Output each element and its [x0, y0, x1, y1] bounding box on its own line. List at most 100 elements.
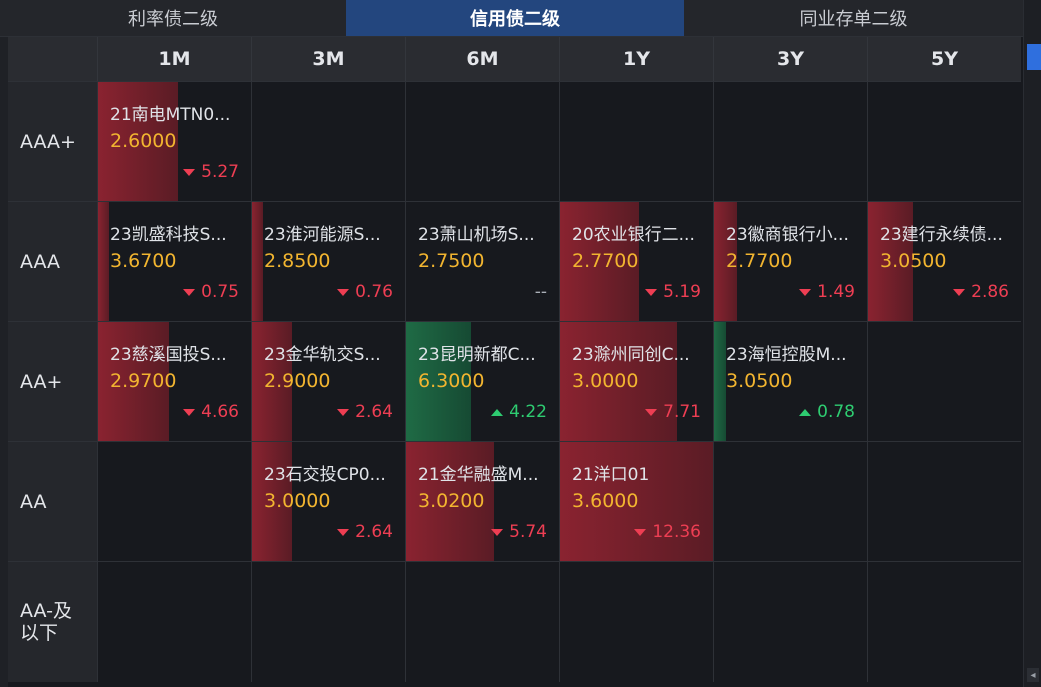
bond-rate: 3.0000: [264, 490, 331, 512]
change-value: --: [534, 282, 547, 302]
bond-rate: 2.7500: [418, 250, 485, 272]
tab-rate-bond-secondary[interactable]: 利率债二级: [128, 9, 218, 30]
bond-name: 23萧山机场S...: [418, 225, 535, 245]
bond-rate: 6.3000: [418, 370, 485, 392]
bond-cell: [867, 322, 1021, 442]
bond-cell[interactable]: 20农业银行二... 2.7700 5.19: [559, 202, 713, 322]
change-value: 2.86: [971, 282, 1009, 302]
bond-cell[interactable]: 23海恒控股M... 3.0500 0.78: [713, 322, 867, 442]
corner-cell: [8, 37, 97, 81]
bond-change: 2.64: [337, 402, 393, 422]
market-tabs: 利率债二级 信用债二级 同业存单二级: [0, 0, 1023, 37]
change-value: 0.76: [355, 282, 393, 302]
bond-name: 23建行永续债...: [880, 225, 1003, 245]
bond-cell: [867, 82, 1021, 202]
rating-row: AA-及以下: [8, 561, 1021, 682]
rating-label: AA-及以下: [8, 562, 97, 682]
bond-name: 23淮河能源S...: [264, 225, 381, 245]
bond-change: 2.86: [953, 282, 1009, 302]
left-edge: [0, 37, 8, 687]
bond-cell[interactable]: 23石交投CP0... 3.0000 2.64: [251, 442, 405, 562]
bond-cell: [713, 442, 867, 562]
bond-cell[interactable]: 21金华融盛M... 3.0200 5.74: [405, 442, 559, 562]
bond-cell[interactable]: 23凯盛科技S... 3.6700 0.75: [97, 202, 251, 322]
bond-name: 20农业银行二...: [572, 225, 695, 245]
tenor-3y: 3Y: [713, 37, 867, 81]
bond-cell[interactable]: 21南电MTN0... 2.6000 5.27: [97, 82, 251, 202]
triangle-down-icon: [491, 528, 504, 536]
tenor-6m: 6M: [405, 37, 559, 81]
bond-change: 0.76: [337, 282, 393, 302]
bond-rate: 3.6000: [572, 490, 639, 512]
triangle-down-icon: [337, 408, 350, 416]
change-value: 5.27: [201, 162, 239, 182]
rating-label: AAA+: [8, 82, 97, 202]
tab-ncd-secondary[interactable]: 同业存单二级: [799, 9, 908, 30]
bond-name: 21金华融盛M...: [418, 465, 539, 485]
bond-change: 5.27: [183, 162, 239, 182]
change-heat-bar: [98, 82, 179, 202]
bond-cell[interactable]: 23昆明新都C... 6.3000 4.22: [405, 322, 559, 442]
bond-rate: 3.0500: [726, 370, 793, 392]
rating-label: AA+: [8, 322, 97, 442]
bond-rate: 2.7700: [572, 250, 639, 272]
bond-cell[interactable]: 23慈溪国投S... 2.9700 4.66: [97, 322, 251, 442]
bond-rate: 2.9700: [110, 370, 177, 392]
tenor-3m: 3M: [251, 37, 405, 81]
scroll-left-arrow-icon[interactable]: ◂: [1027, 668, 1039, 682]
bond-cell[interactable]: 23滁州同创C... 3.0000 7.71: [559, 322, 713, 442]
side-panel-toggle[interactable]: [1027, 44, 1041, 70]
triangle-down-icon: [183, 408, 196, 416]
bond-cell[interactable]: 23建行永续债... 3.0500 2.86: [867, 202, 1021, 322]
change-heat-bar: [98, 322, 169, 442]
right-scrollbar[interactable]: [1023, 0, 1041, 687]
bond-change: 12.36: [634, 522, 701, 542]
bond-cell: [559, 562, 713, 682]
bond-change: 0.75: [183, 282, 239, 302]
bond-name: 23金华轨交S...: [264, 345, 381, 365]
bond-name: 23海恒控股M...: [726, 345, 847, 365]
bond-cell: [405, 82, 559, 202]
change-value: 5.74: [509, 522, 547, 542]
bond-rate: 3.6700: [110, 250, 177, 272]
bond-rate: 2.8500: [264, 250, 331, 272]
change-value: 2.64: [355, 522, 393, 542]
bond-name: 23慈溪国投S...: [110, 345, 227, 365]
change-value: 7.71: [663, 402, 701, 422]
bond-cell: [867, 562, 1021, 682]
bond-name: 21南电MTN0...: [110, 105, 231, 125]
bond-cell[interactable]: 23金华轨交S... 2.9000 2.64: [251, 322, 405, 442]
bond-change: 1.49: [799, 282, 855, 302]
change-value: 4.66: [201, 402, 239, 422]
bond-cell[interactable]: 21洋口01 3.6000 12.36: [559, 442, 713, 562]
tenor-1y: 1Y: [559, 37, 713, 81]
bond-cell[interactable]: 23萧山机场S... 2.7500 --: [405, 202, 559, 322]
change-heat-bar: [406, 322, 471, 442]
bond-change: --: [535, 282, 547, 302]
rating-label: AA: [8, 442, 97, 562]
bond-change: 4.66: [183, 402, 239, 422]
bond-cell: [97, 442, 251, 562]
triangle-up-icon: [799, 408, 812, 416]
change-heat-bar: [560, 442, 713, 562]
change-heat-bar: [714, 202, 738, 322]
change-heat-bar: [252, 322, 293, 442]
rating-label: AAA: [8, 202, 97, 322]
change-heat-bar: [714, 322, 727, 442]
bond-cell[interactable]: 23淮河能源S... 2.8500 0.76: [251, 202, 405, 322]
bond-cell[interactable]: 23徽商银行小... 2.7700 1.49: [713, 202, 867, 322]
tenor-1m: 1M: [97, 37, 251, 81]
bond-change: 4.22: [491, 402, 547, 422]
tenor-header-row: 1M 3M 6M 1Y 3Y 5Y: [8, 37, 1021, 81]
bond-name: 23滁州同创C...: [572, 345, 690, 365]
change-heat-bar: [560, 202, 639, 322]
bond-change: 5.74: [491, 522, 547, 542]
tab-credit-bond-secondary[interactable]: 信用债二级: [346, 0, 684, 36]
bond-rate: 3.0500: [880, 250, 947, 272]
change-value: 0.78: [817, 402, 855, 422]
change-value: 4.22: [509, 402, 547, 422]
rating-row: AA 23石交投CP0... 3.0000 2.64 21金华融盛M... 3.0200 5…: [8, 441, 1021, 562]
triangle-down-icon: [183, 168, 196, 176]
bond-rate: 3.0000: [572, 370, 639, 392]
bond-name: 23凯盛科技S...: [110, 225, 227, 245]
